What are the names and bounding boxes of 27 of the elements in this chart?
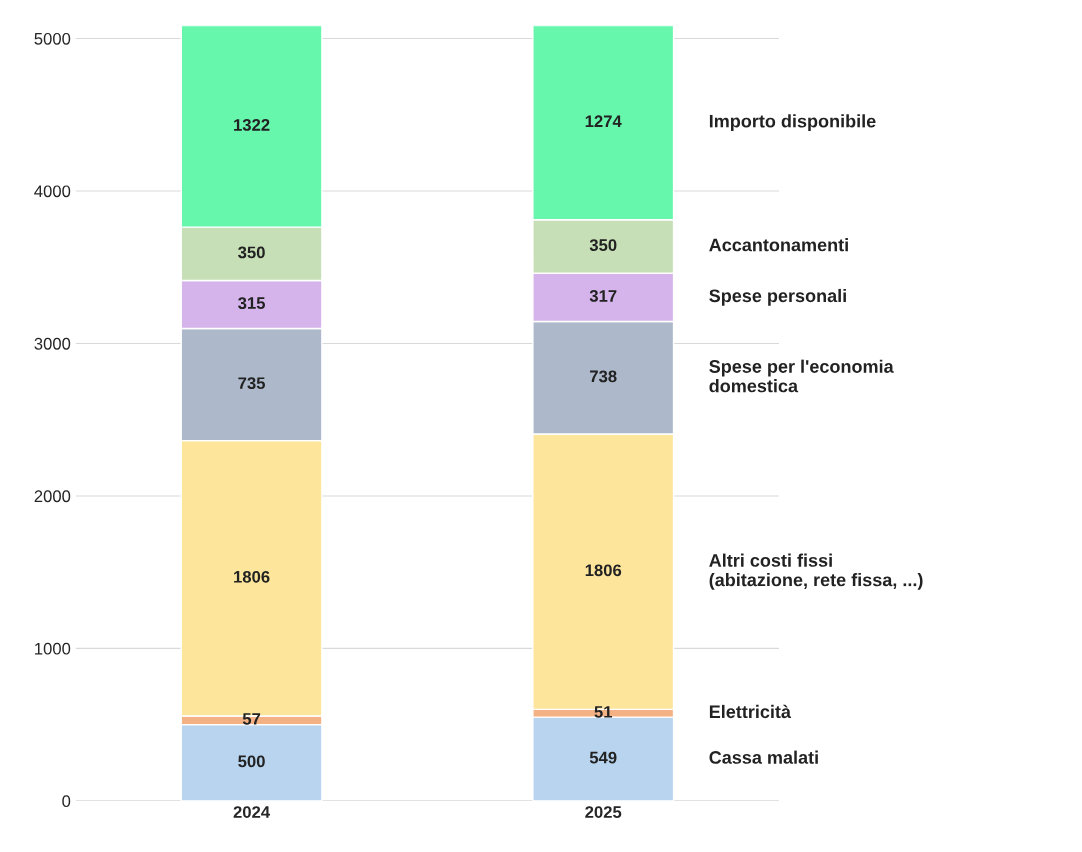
data-label: 315: [238, 297, 266, 309]
data-label: 350: [238, 246, 265, 259]
data-label: 549: [589, 751, 617, 764]
data-label: 735: [238, 377, 266, 390]
series-label: Altri costi fissi (abitazione, rete fissa, ...): [709, 553, 923, 590]
y-tick-label: 1000: [35, 642, 71, 655]
y-tick-label: 4000: [34, 185, 71, 198]
y-tick-label: 3000: [34, 337, 71, 350]
x-tick-label: 2024: [233, 806, 271, 818]
text: Importo disponibile: [709, 114, 876, 132]
data-label: 317: [589, 290, 617, 302]
data-label: 738: [590, 370, 617, 383]
x-tick-label: 2025: [585, 806, 622, 818]
data-label: 500: [238, 755, 265, 768]
series-label: Spese personali: [709, 288, 846, 306]
y-tick-label: 2000: [34, 490, 71, 503]
series-label: Cassa malati: [709, 750, 818, 764]
data-label: 1322: [234, 119, 270, 131]
series-label: Spese per l'economia domestica: [709, 359, 894, 393]
series-label: Accantonamenti: [709, 238, 848, 252]
data-label: 1806: [585, 564, 622, 577]
data-label: 350: [589, 239, 617, 251]
y-tick-label: 0: [62, 795, 71, 808]
data-label: 1806: [234, 570, 270, 583]
data-label: 1274: [585, 115, 622, 127]
text: Elettricità: [709, 704, 792, 719]
y-tick-label: 5000: [34, 32, 71, 45]
